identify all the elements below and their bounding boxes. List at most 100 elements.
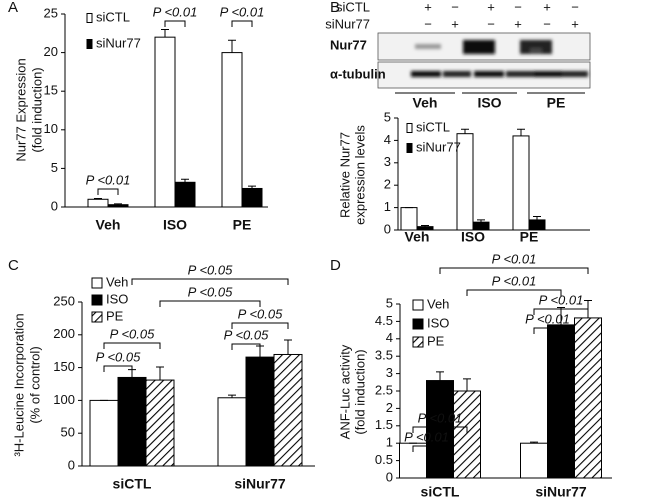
legend-label: Veh: [427, 296, 449, 311]
blot-sign: +: [514, 16, 522, 31]
significance-bracket: [164, 20, 186, 27]
significance-label: P <0.01: [86, 172, 131, 187]
blot-sign: +: [424, 0, 432, 14]
y-tick-label: 250: [53, 293, 75, 308]
bar: [574, 317, 602, 479]
error-bar: [463, 378, 471, 391]
y-axis-label: (fold induction): [29, 67, 44, 152]
significance-label: P <0.05: [110, 326, 155, 341]
blot-row-label: siCTL: [336, 0, 370, 14]
blot-sign: −: [487, 16, 495, 31]
legend-swatch: [412, 336, 424, 348]
significance-label: P <0.01: [220, 4, 265, 19]
legend-label: siCTL: [96, 9, 130, 24]
bar: [547, 324, 575, 479]
x-tick-label: PE: [233, 217, 252, 233]
y-axis-label: ANF-Luc activity: [337, 344, 352, 439]
blot-sign: −: [451, 0, 459, 14]
error-bar: [161, 28, 169, 38]
legend-swatch: [412, 299, 424, 311]
y-tick-label: 5: [51, 160, 58, 175]
y-tick-label: 0: [68, 457, 75, 472]
significance-bracket: [533, 327, 562, 334]
significance-bracket: [103, 365, 133, 372]
panel-label: D: [330, 257, 341, 274]
x-tick-label: siNur77: [535, 484, 587, 500]
significance-label: P <0.05: [224, 327, 269, 342]
y-tick-label: 2: [386, 400, 393, 415]
error-bar: [284, 339, 292, 355]
x-tick-label: Veh: [405, 229, 430, 245]
y-tick-label: 0: [384, 221, 391, 236]
y-tick-label: 10: [44, 121, 58, 136]
y-tick-label: 2: [384, 177, 391, 192]
y-tick-label: 5: [384, 109, 391, 124]
legend-swatch: [91, 294, 103, 306]
y-tick-label: 1.5: [375, 417, 393, 432]
significance-bracket: [159, 300, 261, 307]
y-axis-label: expression levels: [352, 125, 367, 225]
error-bar: [530, 441, 538, 444]
bar: [528, 219, 546, 231]
bar: [453, 390, 481, 479]
y-tick-label: 200: [53, 326, 75, 341]
blot-sign: −: [543, 16, 551, 31]
bar: [400, 207, 418, 231]
y-tick-label: 0.5: [375, 452, 393, 467]
significance-bracket: [533, 308, 589, 315]
bar: [512, 135, 530, 231]
x-tick-label: ISO: [163, 217, 187, 233]
bar: [174, 181, 196, 208]
legend-swatch: [406, 123, 413, 133]
bar: [245, 356, 275, 467]
significance-bracket: [231, 20, 253, 27]
y-tick-label: 3: [384, 154, 391, 169]
legend-swatch: [86, 13, 93, 23]
x-tick-label: siCTL: [113, 476, 152, 492]
y-tick-label: 1: [384, 199, 391, 214]
error-bar: [557, 306, 565, 325]
bar: [217, 397, 247, 467]
y-tick-label: 25: [44, 5, 58, 20]
bar: [273, 353, 303, 467]
y-tick-label: 2.5: [375, 382, 393, 397]
blot-sign: +: [571, 16, 579, 31]
legend-label: Veh: [106, 274, 128, 289]
blot-sign: −: [571, 0, 579, 14]
bar: [117, 376, 147, 467]
y-tick-label: 4: [386, 330, 393, 345]
blot-group-label: Veh: [413, 95, 438, 111]
legend-label: ISO: [427, 315, 449, 330]
y-axis-label: Nur77 Expression: [13, 58, 28, 161]
significance-label: P <0.01: [539, 292, 584, 307]
significance-bracket: [412, 445, 441, 452]
y-axis-label: ³H-Leucine Incorporation: [11, 313, 26, 456]
blot-sign: +: [543, 0, 551, 14]
significance-bracket: [231, 322, 289, 329]
blot-band-label: α-tubulin: [330, 66, 386, 81]
bar: [472, 221, 490, 231]
legend-swatch: [412, 318, 424, 330]
bar: [426, 380, 454, 479]
significance-bracket: [231, 343, 261, 350]
y-axis-label: Relative Nur77: [337, 132, 352, 218]
error-bar: [228, 39, 236, 53]
significance-bracket: [103, 342, 161, 349]
blot-sign: +: [451, 16, 459, 31]
panel-label: C: [8, 257, 19, 274]
y-axis-label: (% of control): [27, 346, 42, 423]
y-tick-label: 150: [53, 359, 75, 374]
significance-label: P <0.05: [188, 284, 233, 299]
y-tick-label: 3: [386, 365, 393, 380]
error-bar: [248, 185, 256, 189]
blot-group-label: PE: [547, 95, 566, 111]
legend-label: siNur77: [96, 35, 141, 50]
error-bar: [114, 203, 122, 205]
x-tick-label: siCTL: [421, 484, 460, 500]
significance-label: P <0.01: [418, 410, 463, 425]
significance-label: P <0.01: [153, 4, 198, 19]
error-bar: [461, 128, 469, 134]
legend-swatch: [406, 143, 413, 153]
error-bar: [436, 371, 444, 381]
